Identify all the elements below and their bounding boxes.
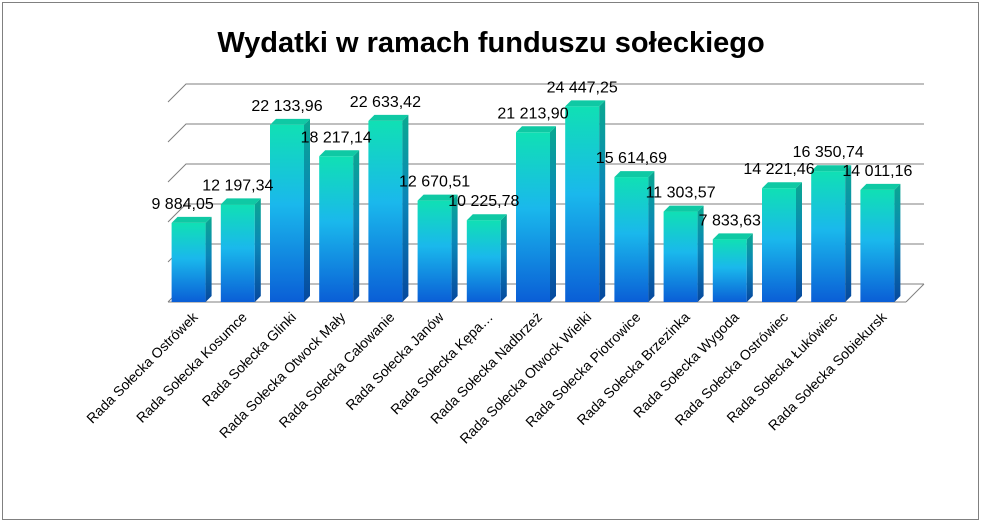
bar-side — [500, 214, 507, 302]
bar-side — [402, 114, 409, 302]
bar-front — [614, 177, 649, 302]
bar-front — [762, 188, 796, 302]
bar-side — [451, 194, 458, 302]
bar-front — [811, 171, 846, 302]
bar — [762, 182, 802, 302]
category-tick-label: Rada Sołecka Glinki — [199, 309, 299, 409]
data-label: 10 225,78 — [448, 193, 519, 210]
bar-front — [270, 124, 304, 303]
bar — [417, 194, 458, 302]
data-label: 12 670,51 — [399, 174, 470, 191]
bar-side — [599, 100, 606, 302]
bar-top — [171, 216, 212, 223]
bar — [516, 126, 556, 302]
gridline — [167, 163, 924, 183]
bar — [368, 114, 409, 302]
bar-top — [614, 171, 655, 178]
data-label: 11 303,57 — [646, 185, 716, 202]
bar — [811, 165, 852, 302]
bar-front — [860, 189, 895, 302]
bars — [171, 100, 901, 303]
bar-top — [860, 183, 901, 190]
bar-side — [697, 205, 704, 302]
data-label: 9 884,05 — [151, 196, 213, 213]
bar — [319, 150, 360, 302]
data-label: 22 133,96 — [251, 98, 322, 115]
bar-front — [171, 222, 206, 302]
data-label: 18 217,14 — [301, 129, 372, 146]
bar — [220, 198, 261, 302]
bar — [860, 183, 901, 302]
bar-top — [762, 182, 802, 189]
bar-front — [466, 220, 501, 302]
data-label: 22 633,42 — [350, 94, 421, 111]
gridline — [167, 203, 924, 223]
data-label: 24 447,25 — [547, 79, 618, 96]
bar-side — [205, 216, 212, 302]
bar — [712, 233, 753, 302]
floor-side-edge — [905, 283, 925, 303]
bar-top — [565, 100, 606, 107]
bar-top — [319, 150, 360, 157]
bar — [663, 205, 704, 302]
bar — [565, 100, 606, 302]
chart-title: Wydatki w ramach funduszu sołeckiego — [217, 27, 764, 59]
data-label: 7 833,63 — [699, 212, 761, 229]
data-label: 14 011,16 — [842, 163, 912, 180]
bar-top — [811, 165, 852, 172]
bar-front — [516, 132, 550, 302]
bar-side — [648, 171, 655, 302]
bar-front — [565, 106, 600, 302]
data-label: 14 221,46 — [743, 161, 814, 178]
bar-front — [368, 120, 403, 302]
data-label: 21 213,90 — [497, 105, 568, 122]
data-labels: 9 884,05 12 197,34 22 133,96 18 217,14 22 63… — [151, 79, 912, 229]
bar-front — [220, 204, 255, 302]
data-label: 12 197,34 — [202, 177, 273, 194]
bar — [466, 214, 507, 302]
bar-top — [712, 233, 753, 240]
bar-side — [353, 150, 360, 302]
data-label: 16 350,74 — [793, 144, 864, 161]
bar-front — [663, 211, 698, 302]
bar-side — [845, 165, 852, 302]
bar-top — [663, 205, 704, 212]
bar-front — [417, 200, 452, 302]
bar-top — [417, 194, 458, 201]
bar-top — [516, 126, 556, 133]
bar-side — [254, 198, 261, 302]
bar-top — [466, 214, 507, 221]
bar-side — [550, 126, 556, 302]
gridline — [167, 83, 924, 103]
gridline — [167, 123, 924, 143]
bar-top — [220, 198, 261, 205]
bar — [171, 216, 212, 302]
bar — [614, 171, 655, 302]
data-label: 15 614,69 — [596, 150, 667, 167]
bar-side — [894, 183, 901, 302]
bar-front — [319, 156, 354, 302]
bar-side — [304, 118, 310, 303]
bar-side — [796, 182, 802, 302]
bar-top — [270, 118, 310, 125]
bar-top — [368, 114, 409, 121]
bar-side — [746, 233, 753, 302]
bar — [270, 118, 310, 303]
bar-front — [712, 239, 747, 302]
